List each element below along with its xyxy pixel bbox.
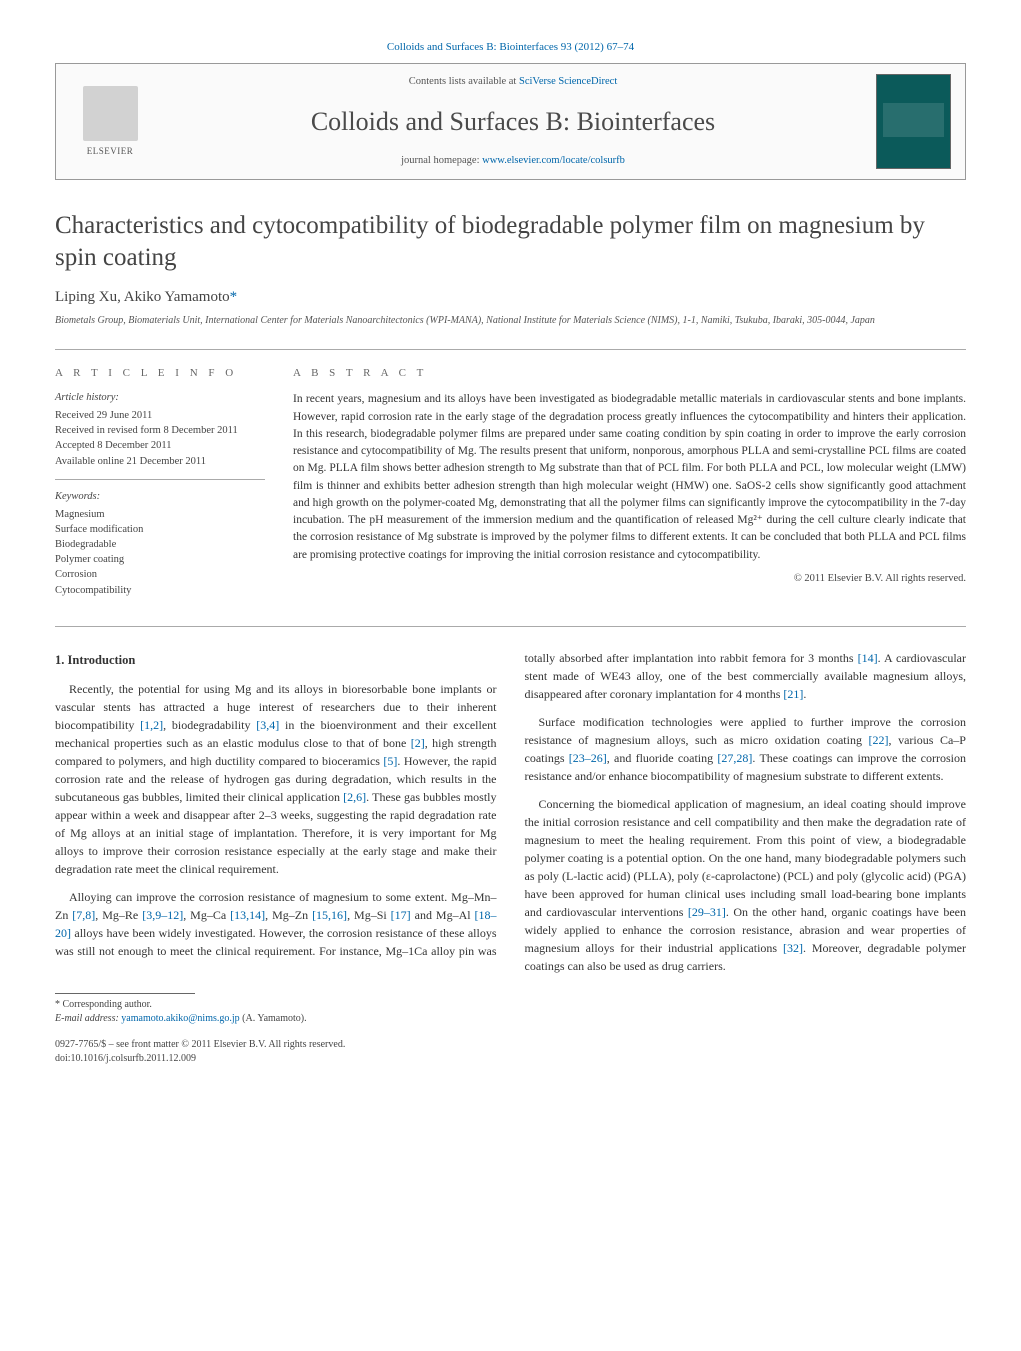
section-heading: 1. Introduction (55, 651, 497, 670)
doi-line: doi:10.1016/j.colsurfb.2011.12.009 (55, 1052, 966, 1066)
body-paragraph: Concerning the biomedical application of… (525, 795, 967, 975)
corresponding-email-link[interactable]: yamamoto.akiko@nims.go.jp (121, 1013, 239, 1024)
email-who: (A. Yamamoto). (240, 1013, 307, 1024)
keyword: Corrosion (55, 567, 265, 582)
body-paragraph: Recently, the potential for using Mg and… (55, 680, 497, 878)
abstract-label: a b s t r a c t (293, 366, 966, 381)
homepage-link[interactable]: www.elsevier.com/locate/colsurfb (482, 155, 625, 166)
affiliation: Biometals Group, Biomaterials Unit, Inte… (55, 314, 966, 327)
journal-cover-thumb (876, 74, 951, 169)
abstract-copyright: © 2011 Elsevier B.V. All rights reserved… (293, 572, 966, 587)
keyword: Polymer coating (55, 552, 265, 567)
publisher-logo: ELSEVIER (70, 86, 150, 158)
article-title: Characteristics and cytocompatibility of… (55, 210, 966, 273)
email-label: E-mail address: (55, 1013, 121, 1024)
history-online: Available online 21 December 2011 (55, 454, 265, 469)
homepage-prefix: journal homepage: (401, 155, 482, 166)
keyword: Biodegradable (55, 537, 265, 552)
keywords-heading: Keywords: (55, 490, 265, 505)
body-two-column: 1. Introduction Recently, the potential … (55, 649, 966, 975)
history-accepted: Accepted 8 December 2011 (55, 438, 265, 453)
body-paragraph: Surface modification technologies were a… (525, 713, 967, 785)
sciencedirect-link[interactable]: SciVerse ScienceDirect (519, 76, 617, 87)
authors: Liping Xu, Akiko Yamamoto* (55, 287, 966, 308)
article-info-column: a r t i c l e i n f o Article history: R… (55, 366, 265, 598)
keyword: Cytocompatibility (55, 583, 265, 598)
email-line: E-mail address: yamamoto.akiko@nims.go.j… (55, 1012, 966, 1026)
homepage-line: journal homepage: www.elsevier.com/locat… (160, 154, 866, 169)
abstract-text: In recent years, magnesium and its alloy… (293, 391, 966, 564)
journal-header-box: ELSEVIER Contents lists available at Sci… (55, 63, 966, 180)
footnote-block: * Corresponding author. E-mail address: … (55, 993, 966, 1066)
keyword: Magnesium (55, 507, 265, 522)
issn-line: 0927-7765/$ – see front matter © 2011 El… (55, 1038, 966, 1052)
elsevier-tree-icon (83, 86, 138, 141)
running-head: Colloids and Surfaces B: Biointerfaces 9… (55, 40, 966, 55)
abstract-column: a b s t r a c t In recent years, magnesi… (293, 366, 966, 598)
contents-prefix: Contents lists available at (409, 76, 519, 87)
history-received: Received 29 June 2011 (55, 408, 265, 423)
contents-line: Contents lists available at SciVerse Sci… (160, 75, 866, 90)
keyword: Surface modification (55, 522, 265, 537)
article-info-label: a r t i c l e i n f o (55, 366, 265, 381)
publisher-logo-label: ELSEVIER (87, 145, 134, 158)
page: Colloids and Surfaces B: Biointerfaces 9… (0, 0, 1021, 1106)
info-abstract-row: a r t i c l e i n f o Article history: R… (55, 349, 966, 598)
author-2: Akiko Yamamoto (124, 289, 230, 305)
author-1: Liping Xu, (55, 289, 124, 305)
history-revised: Received in revised form 8 December 2011 (55, 423, 265, 438)
journal-name: Colloids and Surfaces B: Biointerfaces (160, 104, 866, 140)
article-history-block: Article history: Received 29 June 2011 R… (55, 391, 265, 480)
footnote-rule (55, 993, 195, 994)
corresponding-marker: * (230, 289, 238, 305)
divider (55, 626, 966, 627)
history-heading: Article history: (55, 391, 265, 406)
header-center: Contents lists available at SciVerse Sci… (150, 75, 876, 169)
corresponding-author-note: * Corresponding author. (55, 998, 966, 1012)
